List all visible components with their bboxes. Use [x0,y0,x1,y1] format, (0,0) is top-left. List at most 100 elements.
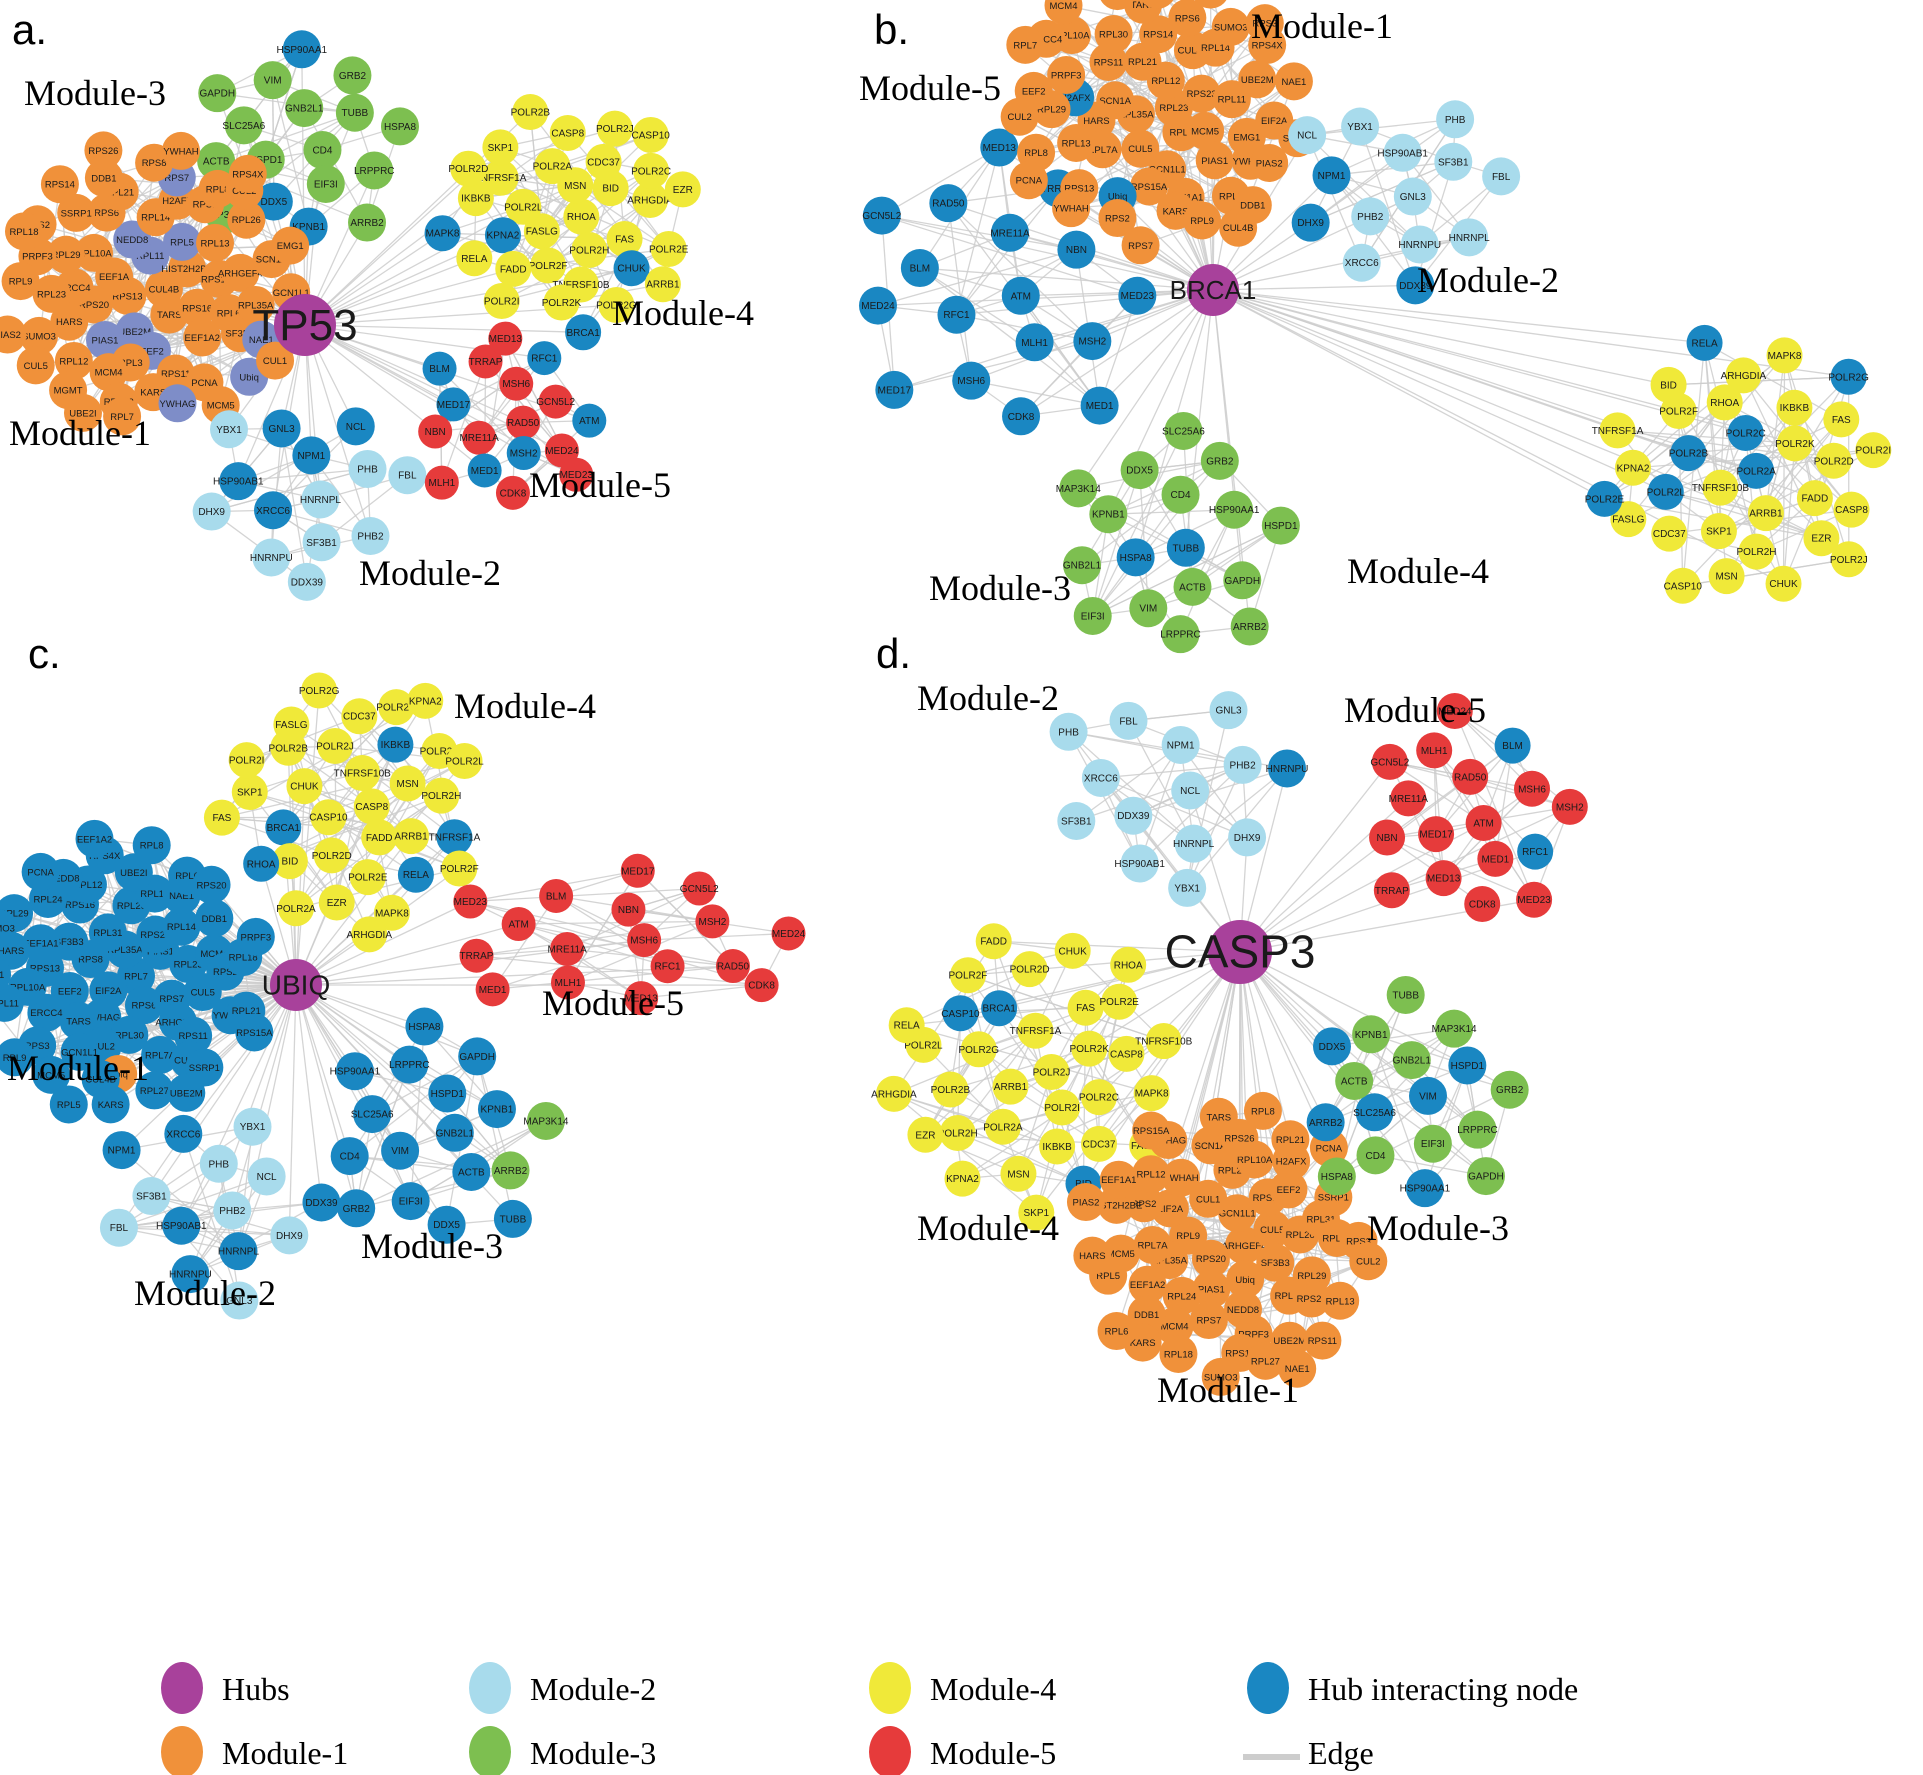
node-label: CHUK [290,782,319,793]
module-caption: Module-3 [1367,1208,1509,1248]
node-POLR2B [512,94,549,131]
node-label: H2AFX [1060,93,1091,104]
node-label: POLR2F [949,971,988,982]
node-label: POLR2K [1070,1044,1110,1055]
node-label: RPL7A [1088,145,1119,156]
node-CASP10 [310,799,347,836]
edge [282,706,397,828]
node-label: RPL35A [1152,1256,1188,1267]
edge [295,984,351,1157]
node-label: EZR [673,185,693,196]
node-label: SLC25A6 [351,1110,394,1121]
node-RAD50 [715,949,750,984]
node-label: ACTB [1179,582,1206,593]
node-label: BID [1660,380,1677,391]
node-label: GCN1L1 [273,288,310,299]
node-label: MSH2 [510,449,538,460]
node-label: MED1 [1086,401,1114,412]
node-POLR2D [1011,951,1048,988]
node-label: RELA [1692,338,1718,349]
node-CDK8 [1002,397,1041,436]
node-XRCC6 [164,1114,203,1153]
node-label: HNRNPL [218,1247,260,1258]
edge [1239,951,1292,1140]
node-ATM [572,403,607,438]
node-label: RPL27 [1251,1356,1280,1367]
node-RHOA [1110,946,1147,983]
node-label: LRPPRC [1160,630,1201,641]
node-SF3B3 [50,922,89,961]
node-label: PIAS2 [1072,1198,1099,1209]
module-caption: Module-5 [542,983,684,1023]
node-label: MLH1 [555,978,582,989]
edge [182,984,297,1135]
node-label: RPL5 [1096,1271,1120,1282]
node-YWHAH [161,131,200,170]
node-EEF2 [1269,1170,1308,1209]
node-label: HSPA8 [1120,553,1152,564]
node-label: DHX9 [1234,833,1261,844]
node-POLR2H [939,1115,976,1152]
edge [304,238,625,326]
node-POLR2H [571,231,608,268]
node-RAD50 [506,405,541,440]
node-label: CUL5 [191,988,215,999]
node-label: PRPF3 [1051,71,1082,82]
node-label: POLR2J [1830,555,1868,566]
edge [893,1093,1058,1148]
node-RPL18 [1141,0,1174,9]
node-PHB2 [213,1191,252,1230]
node-TNFRSF1A [1599,412,1636,449]
module-caption: Module-1 [1251,6,1393,46]
node-label: ATM [508,919,528,930]
node-label: CDC37 [1083,1139,1116,1150]
node-label: SF3B3 [225,329,254,340]
node-RPS15A [1130,167,1169,206]
node-GRB2 [1490,1070,1529,1109]
node-TARS [59,1001,98,1040]
node-label: RPL3 [119,358,143,369]
node-UBE2I [114,853,153,892]
node-HSP90AA1 [335,1052,374,1091]
node-TUBB [335,93,374,132]
hub-node-BRCA1 [1187,264,1239,316]
node-RPS23 [1182,74,1221,113]
node-EEF1A2 [183,318,222,357]
node-label: POLR2F [529,261,568,272]
node-label: HSPD1 [249,155,283,166]
node-label: RPL18 [229,953,258,964]
node-label: RPL29 [51,250,80,261]
edge [950,1047,1090,1091]
edge [1193,767,1288,845]
node-label: RPL9 [3,1053,27,1064]
node-label: RPL21 [105,187,134,198]
node-label: RPS13 [1225,1348,1255,1359]
node-label: RAD50 [1454,772,1487,783]
edge [371,1055,478,1115]
edge [249,791,460,870]
node-CUL1 [1189,1179,1228,1218]
node-label: ACTB [458,1167,485,1178]
node-IKBKB [1039,1128,1076,1165]
node-label: MCM5 [207,401,235,412]
edge [1424,1065,1468,1189]
node-DHX9 [192,492,231,531]
node-label: RPS26 [88,146,118,157]
edge [1494,745,1514,859]
node-MED13 [624,981,659,1016]
node-label: RPL29 [1297,1271,1326,1282]
node-label: XRCC6 [1345,258,1379,269]
node-ARRB1 [644,266,681,303]
node-label: LRPPRC [389,1060,430,1071]
node-IKBKB [457,180,494,217]
node-label: BID [282,857,299,868]
node-label: EEF2 [140,346,164,357]
node-label: UBE2M [1241,75,1274,86]
node-label: DDB1 [91,173,116,184]
node-label: DDB1 [1240,201,1265,212]
node-label: BRCA1 [267,823,301,834]
node-label: POLR2D [312,851,352,862]
node-SF3B3 [1256,1243,1295,1282]
node-FASLG [273,706,310,743]
node-label: RPS11 [1308,1336,1337,1347]
